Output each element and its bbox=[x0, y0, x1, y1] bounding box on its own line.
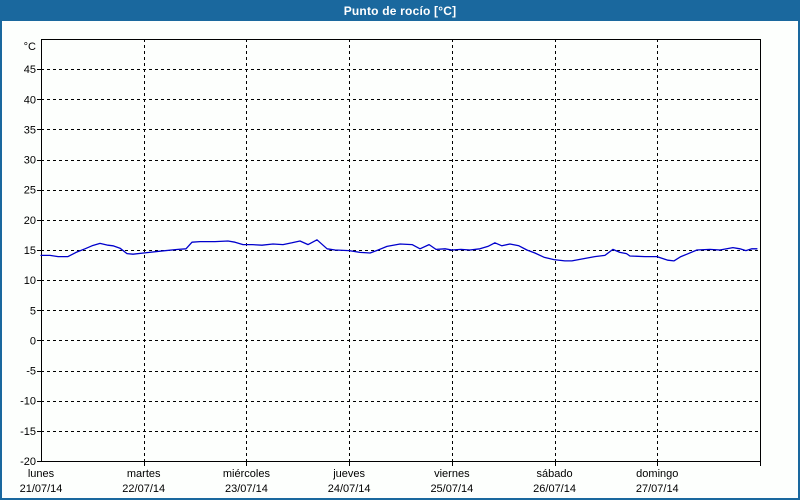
y-tick-label: 20 bbox=[24, 215, 36, 227]
x-day-name: viernes bbox=[434, 468, 470, 480]
y-tick-label: -20 bbox=[20, 456, 36, 468]
y-tick-label: 35 bbox=[24, 124, 36, 136]
x-day-name: domingo bbox=[636, 468, 678, 480]
y-tick-label: -5 bbox=[26, 366, 36, 378]
x-day-name: jueves bbox=[332, 468, 365, 480]
y-tick-label: -10 bbox=[20, 396, 36, 408]
y-tick-label: 25 bbox=[24, 185, 36, 197]
x-gridlines bbox=[144, 39, 761, 466]
x-day-date: 25/07/14 bbox=[430, 483, 473, 495]
y-gridlines bbox=[37, 69, 760, 462]
y-tick-label: 5 bbox=[30, 305, 36, 317]
x-axis-labels: lunes 21/07/14 martes 22/07/14 miércoles 23/0… bbox=[20, 468, 679, 495]
x-day-name: lunes bbox=[28, 468, 55, 480]
y-axis-unit-label: °C bbox=[24, 41, 36, 53]
y-axis-labels: 45 40 35 30 25 20 15 10 5 0 -5 -10 -15 -20 bbox=[20, 64, 36, 468]
dew-point-series-line bbox=[40, 239, 758, 262]
y-tick-label: 10 bbox=[24, 275, 36, 287]
y-tick-label: 45 bbox=[24, 64, 36, 76]
y-tick-label: -15 bbox=[20, 426, 36, 438]
y-tick-label: 0 bbox=[30, 335, 36, 347]
plot-border bbox=[41, 39, 761, 462]
y-tick-label: 15 bbox=[24, 245, 36, 257]
x-day-date: 27/07/14 bbox=[636, 483, 679, 495]
y-tick-label: 30 bbox=[24, 155, 36, 167]
x-day-date: 21/07/14 bbox=[20, 483, 63, 495]
x-day-date: 23/07/14 bbox=[225, 483, 268, 495]
x-day-date: 22/07/14 bbox=[122, 483, 165, 495]
y-tick-label: 40 bbox=[24, 94, 36, 106]
chart-title: Punto de rocío [°C] bbox=[343, 4, 457, 18]
chart-title-bar: Punto de rocío [°C] bbox=[2, 2, 798, 21]
x-day-name: martes bbox=[127, 468, 161, 480]
x-day-name: sábado bbox=[537, 468, 573, 480]
x-day-date: 26/07/14 bbox=[533, 483, 576, 495]
x-day-name: miércoles bbox=[223, 468, 271, 480]
x-day-date: 24/07/14 bbox=[328, 483, 371, 495]
